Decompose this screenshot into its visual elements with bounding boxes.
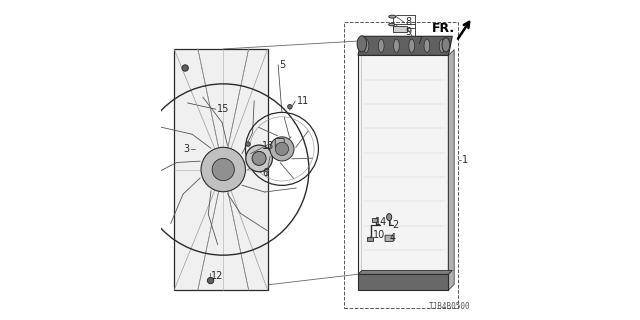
Text: 6: 6 [262, 168, 268, 178]
Bar [372, 218, 377, 222]
FancyBboxPatch shape [275, 139, 284, 148]
Bar [344, 22, 458, 308]
Ellipse shape [388, 23, 395, 26]
Circle shape [212, 158, 234, 180]
Ellipse shape [378, 39, 384, 52]
Text: 9: 9 [405, 27, 411, 36]
Ellipse shape [439, 39, 445, 52]
Circle shape [246, 142, 250, 146]
Ellipse shape [387, 214, 392, 220]
Text: 1: 1 [462, 155, 468, 165]
Text: 13: 13 [262, 141, 274, 151]
Circle shape [246, 145, 273, 172]
Bar [393, 26, 407, 32]
Polygon shape [358, 274, 449, 290]
Text: FR.: FR. [433, 22, 456, 35]
FancyBboxPatch shape [385, 235, 393, 242]
Polygon shape [358, 36, 452, 55]
Polygon shape [449, 50, 454, 290]
Circle shape [287, 105, 292, 109]
Text: 12: 12 [211, 271, 223, 281]
Ellipse shape [409, 39, 415, 52]
Circle shape [252, 151, 266, 165]
Text: 2: 2 [392, 220, 399, 230]
Circle shape [201, 147, 246, 192]
Ellipse shape [357, 36, 367, 52]
Text: 3: 3 [183, 144, 189, 154]
Ellipse shape [424, 39, 429, 52]
Circle shape [275, 142, 289, 156]
Polygon shape [174, 49, 268, 290]
Bar [367, 237, 372, 241]
Ellipse shape [363, 39, 369, 52]
Text: 5: 5 [280, 60, 285, 70]
Text: 10: 10 [372, 229, 385, 240]
Circle shape [270, 137, 294, 161]
Text: 8: 8 [405, 17, 411, 27]
Text: 11: 11 [296, 96, 308, 106]
Text: 4: 4 [390, 233, 396, 243]
Ellipse shape [389, 15, 396, 18]
Text: TJB4B0500: TJB4B0500 [429, 302, 470, 311]
Ellipse shape [442, 38, 450, 52]
Bar [358, 55, 449, 274]
Circle shape [182, 65, 188, 71]
Text: 14: 14 [374, 217, 387, 227]
Polygon shape [358, 270, 452, 274]
Circle shape [207, 277, 214, 284]
Ellipse shape [394, 39, 399, 52]
Text: 15: 15 [217, 104, 229, 114]
Text: 7: 7 [416, 36, 422, 46]
